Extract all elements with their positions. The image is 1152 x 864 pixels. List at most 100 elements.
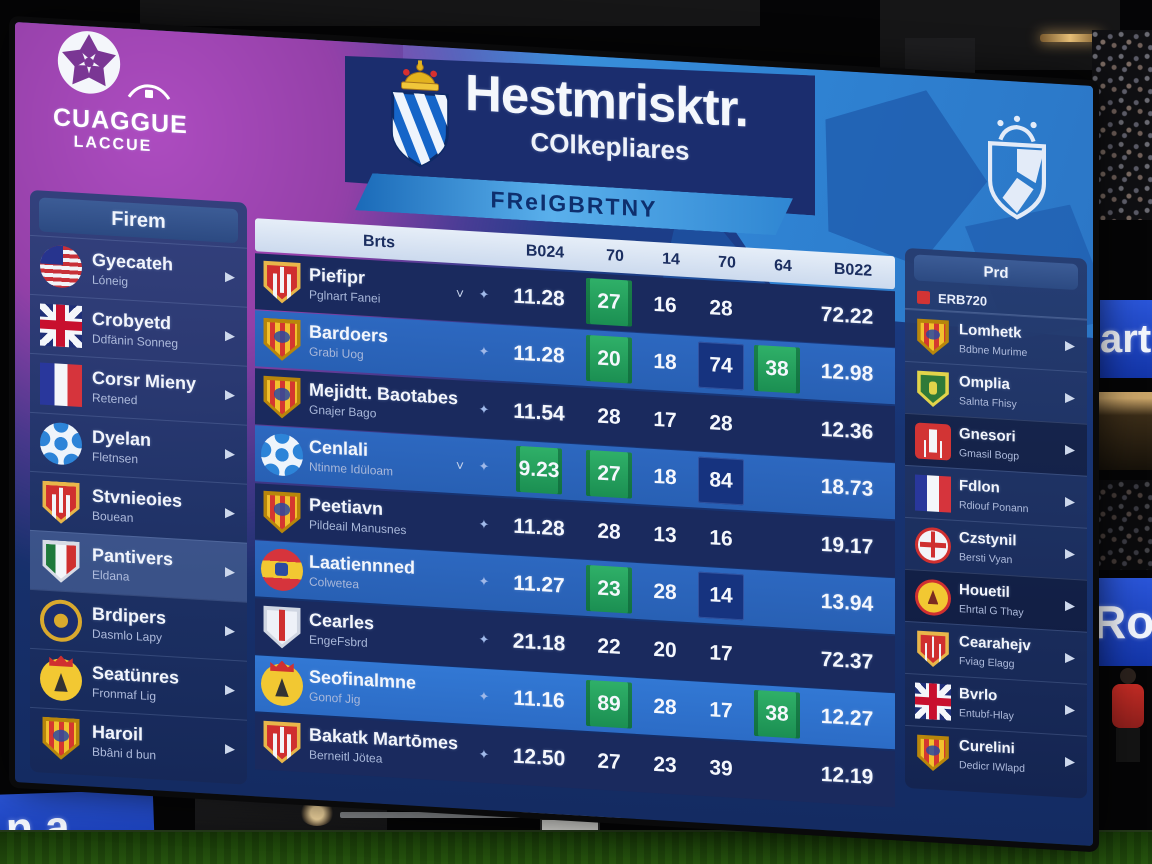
col-header: 64 xyxy=(774,256,792,275)
chevron-down-icon[interactable]: ˅ xyxy=(455,284,465,302)
green-shield-icon xyxy=(915,370,951,408)
sidebar-item[interactable]: Haroil Bbâni d bun ▶ xyxy=(30,706,247,779)
stat-value: 12.19 xyxy=(820,762,874,789)
stat-value: 11.54 xyxy=(513,399,565,426)
item-sub: Dedicr IWlapd xyxy=(959,758,1025,775)
club-crest xyxy=(381,52,459,177)
item-name: Stvnieoies xyxy=(92,485,183,511)
team-sub: EngeFsbrd xyxy=(309,632,368,650)
red-square-badge-icon xyxy=(915,421,951,461)
chevron-right-icon[interactable]: ▶ xyxy=(1065,700,1075,717)
yellow-crown-badge-icon xyxy=(261,662,303,708)
red-shield-icon xyxy=(40,480,82,524)
item-name: Gyecateh xyxy=(92,249,174,274)
chevron-right-icon[interactable]: ▶ xyxy=(1065,336,1075,353)
stat-cell: 28 xyxy=(653,579,677,605)
stat-cell: 89 xyxy=(597,691,621,716)
chevron-right-icon[interactable]: ▶ xyxy=(1065,388,1075,405)
chevron-down-icon[interactable]: ˅ xyxy=(455,457,465,474)
outline-crest-icon xyxy=(988,115,1046,220)
team-sub: Pglnart Fanei xyxy=(309,287,381,306)
uk-flag-icon xyxy=(40,303,82,348)
stat-cell: 28 xyxy=(597,519,621,544)
stat-cell: 28 xyxy=(709,410,733,436)
chevron-right-icon[interactable]: ▶ xyxy=(225,681,235,698)
chevron-right-icon[interactable]: ▶ xyxy=(225,740,235,757)
chevron-right-icon[interactable]: ▶ xyxy=(225,327,235,344)
chevron-right-icon[interactable]: ▶ xyxy=(1065,440,1075,457)
stat-cell: 38 xyxy=(765,701,789,726)
item-sub: Fronmaf Lig xyxy=(92,685,157,703)
left-sidebar: Firem Gyecateh Lóneig ▶ Crobyetd Ddfänin So… xyxy=(30,189,247,785)
ad-board-bottom: Ro xyxy=(1093,578,1152,666)
chevron-right-icon[interactable]: ▶ xyxy=(225,445,235,462)
stat-cell: 28 xyxy=(709,295,733,321)
bench-rail xyxy=(340,812,662,818)
chevron-right-icon[interactable]: ▶ xyxy=(1065,492,1075,509)
item-sub: Ehrtal G Thay xyxy=(959,602,1024,619)
striped-shield-icon xyxy=(915,734,951,772)
chevron-right-icon[interactable]: ▶ xyxy=(225,386,235,403)
col-header: Brts xyxy=(362,232,395,252)
item-name: Cearahejv xyxy=(959,632,1031,654)
item-name: Omplia xyxy=(959,372,1010,393)
item-name: Curelini xyxy=(959,736,1015,757)
team-name: Cenlali xyxy=(309,436,369,461)
chevron-right-icon[interactable]: ▶ xyxy=(1065,648,1075,665)
team-name: Bardoers xyxy=(309,321,389,347)
chevron-right-icon[interactable]: ▶ xyxy=(1065,596,1075,613)
diamond-icon: ✦ xyxy=(478,343,490,360)
stat-cell: 16 xyxy=(653,292,677,317)
roof-rigging xyxy=(140,0,760,26)
chevron-right-icon[interactable]: ▶ xyxy=(225,563,235,580)
col-header: 70 xyxy=(718,253,736,272)
banner-label: FReIGBRTNY xyxy=(490,185,658,222)
france-flag-icon xyxy=(915,473,951,513)
stat-value: 12.98 xyxy=(820,359,874,386)
spain-badge-icon xyxy=(261,547,303,593)
team-sub: Colwetea xyxy=(309,574,360,592)
chevron-right-icon[interactable]: ▶ xyxy=(225,504,235,521)
diamond-icon: ✦ xyxy=(478,401,490,417)
red-square-icon xyxy=(917,290,930,305)
stat-cell: 16 xyxy=(709,525,733,551)
stat-cell: 38 xyxy=(765,356,789,381)
yellow-crown-badge-icon xyxy=(40,657,82,702)
item-name: Pantivers xyxy=(92,544,174,569)
sidebar-item[interactable]: Curelini Dedicr IWlapd ▶ xyxy=(905,724,1087,788)
chevron-right-icon[interactable]: ▶ xyxy=(1065,752,1075,769)
item-sub: Ddfänin Sonneg xyxy=(92,331,179,351)
item-sub: Bersti Vyan xyxy=(959,550,1013,566)
team-sub: Ntinme Idüloam xyxy=(309,459,394,479)
stat-cell: 27 xyxy=(597,749,621,774)
stat-value: 12.27 xyxy=(820,704,874,731)
football-icon xyxy=(261,432,303,478)
jumbotron-screen: CUAGGUE LACCUE Hestmrisktr. COlkepl xyxy=(15,22,1093,847)
starball-icon xyxy=(57,31,120,94)
stat-value: 11.16 xyxy=(513,686,565,713)
ad-board-top: art xyxy=(1100,300,1152,378)
stat-cell: 13 xyxy=(653,522,677,547)
right-sidebar-header: Prd xyxy=(914,254,1078,291)
stat-cell: 28 xyxy=(597,404,621,429)
item-sub: Bdbne Murime xyxy=(959,342,1028,359)
stat-value: 12.50 xyxy=(512,744,566,771)
chevron-right-icon[interactable]: ▶ xyxy=(225,268,235,285)
stat-cell: 18 xyxy=(653,464,677,490)
item-name: Gnesori xyxy=(959,424,1016,446)
col-header: 14 xyxy=(662,249,680,269)
stat-value: 11.28 xyxy=(513,284,565,311)
team-sub: Gnajer Bago xyxy=(309,402,377,421)
striped-shield-icon xyxy=(261,375,303,419)
item-name: Haroil xyxy=(92,721,144,745)
stat-cell: 20 xyxy=(597,346,621,371)
stat-cell: 17 xyxy=(709,698,733,723)
ad-text: art xyxy=(1100,316,1152,361)
item-name: Czstynil xyxy=(959,528,1017,550)
stat-value: 18.73 xyxy=(820,474,874,501)
chevron-right-icon[interactable]: ▶ xyxy=(225,622,235,639)
team-name: Cearles xyxy=(309,609,375,634)
chevron-right-icon[interactable]: ▶ xyxy=(1065,544,1075,561)
diamond-icon: ✦ xyxy=(478,688,490,705)
cross-crown-badge-icon xyxy=(915,525,951,565)
